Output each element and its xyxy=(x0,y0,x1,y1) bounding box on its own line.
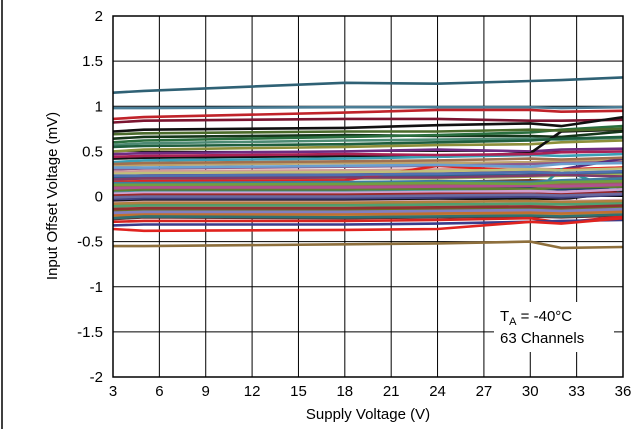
temp-symbol: T xyxy=(500,308,509,325)
y-tick-label: -2 xyxy=(90,369,103,386)
channel-line-53 xyxy=(112,204,624,211)
channel-line-39 xyxy=(112,216,624,233)
channel-line-42 xyxy=(112,150,624,159)
y-tick-label: 0.5 xyxy=(82,143,103,160)
x-tick-label: 36 xyxy=(615,383,632,400)
channel-line-10 xyxy=(112,147,624,156)
channel-line-50 xyxy=(112,193,624,201)
temperature-annotation: TA = -40°C xyxy=(500,308,572,328)
channel-line-52 xyxy=(112,202,624,208)
x-tick-label: 18 xyxy=(336,383,353,400)
channel-line-60 xyxy=(112,156,624,166)
channel-line-55 xyxy=(112,210,624,217)
channel-line-61 xyxy=(112,127,624,136)
y-tick-label: -0.5 xyxy=(77,234,103,251)
x-axis-label: Supply Voltage (V) xyxy=(306,406,430,423)
channel-line-5 xyxy=(112,115,624,133)
x-tick-label: 30 xyxy=(522,383,539,400)
channel-line-9 xyxy=(112,139,624,153)
y-axis-label: Input Offset Voltage (mV) xyxy=(44,112,61,280)
channel-line-12 xyxy=(112,152,624,164)
temp-value: = -40°C xyxy=(517,308,573,325)
channel-line-59 xyxy=(113,169,624,177)
channel-line-54 xyxy=(112,207,624,214)
y-tick-labels: 2 1.5 1 0.5 0 -0.5 -1 -1.5 -2 xyxy=(77,8,103,386)
x-tick-label: 21 xyxy=(383,383,400,400)
channel-line-33 xyxy=(112,206,624,213)
channel-line-57 xyxy=(112,183,624,190)
temp-subscript: A xyxy=(509,316,517,328)
plot-area-border xyxy=(112,15,624,378)
x-tick-labels: 3 6 9 12 15 18 21 24 27 30 33 36 xyxy=(109,383,632,400)
channel-line-46 xyxy=(113,177,624,185)
channel-line-44 xyxy=(112,167,624,176)
channel-line-13 xyxy=(112,159,624,168)
x-tick-label: 27 xyxy=(476,383,493,400)
channel-line-56 xyxy=(112,213,624,220)
channel-line-63 xyxy=(112,192,624,199)
channel-line-40 xyxy=(113,240,624,250)
channel-line-43 xyxy=(113,161,624,169)
y-tick-label: 1 xyxy=(95,98,103,115)
y-tick-label: 2 xyxy=(95,8,103,25)
channel-line-38 xyxy=(112,218,624,227)
channel-line-1 xyxy=(112,76,624,94)
channels-annotation: 63 Channels xyxy=(500,330,584,347)
x-tick-label: 12 xyxy=(244,383,261,400)
channel-line-29 xyxy=(112,190,624,203)
x-tick-label: 6 xyxy=(155,383,163,400)
channel-line-51 xyxy=(112,199,624,205)
x-tick-label: 33 xyxy=(568,383,585,400)
channel-line-3 xyxy=(112,108,624,121)
x-tick-label: 9 xyxy=(202,383,210,400)
channel-line-41 xyxy=(112,135,624,149)
y-tick-label: 1.5 xyxy=(82,53,103,70)
channel-line-58 xyxy=(113,179,624,187)
x-tick-label: 24 xyxy=(429,383,446,400)
x-tick-label: 15 xyxy=(290,383,307,400)
y-tick-label: -1 xyxy=(90,279,103,296)
channel-line-49 xyxy=(112,188,624,196)
x-tick-label: 3 xyxy=(109,383,117,400)
channel-line-45 xyxy=(112,173,624,181)
y-tick-label: -1.5 xyxy=(77,324,103,341)
series-lines xyxy=(112,76,624,250)
channel-line-2 xyxy=(113,105,624,110)
channel-line-4 xyxy=(112,117,624,124)
annotation-box xyxy=(494,302,614,352)
y-tick-label: 0 xyxy=(95,189,103,206)
